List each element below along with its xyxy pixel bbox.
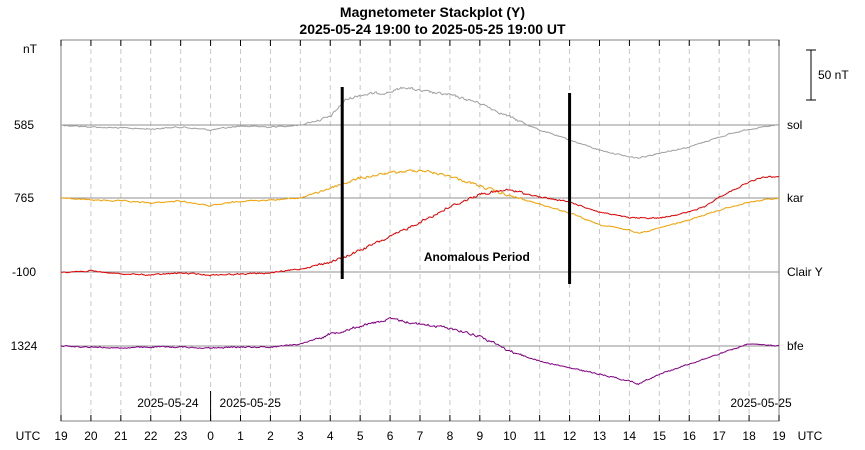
x-tick-label: 1	[237, 429, 244, 443]
x-tick-label: 9	[476, 429, 483, 443]
x-tick-label: 6	[387, 429, 394, 443]
x-tick-label: 22	[144, 429, 158, 443]
baseline-value-label: 1324	[11, 339, 38, 353]
series-baselines	[61, 124, 779, 347]
x-tick-label: 0	[207, 429, 214, 443]
series-lines	[60, 86, 780, 386]
chart-subtitle: 2025-05-24 19:00 to 2025-05-25 19:00 UT	[299, 21, 566, 37]
x-tick-label: 23	[174, 429, 188, 443]
date-label: 2025-05-25	[730, 396, 792, 410]
x-tick-label: 21	[114, 429, 128, 443]
series-name-label: Clair Y	[787, 265, 823, 279]
baseline-value-label: 585	[14, 118, 34, 132]
series-line-sol	[60, 86, 780, 159]
annotation-label: Anomalous Period	[424, 250, 530, 264]
series-line-kar	[61, 169, 780, 234]
series-line-clair-y	[61, 175, 780, 277]
x-tick-label: 19	[54, 429, 68, 443]
x-tick-label: 18	[742, 429, 756, 443]
baseline-value-label: -100	[12, 265, 36, 279]
series-name-label: kar	[787, 191, 804, 205]
y-unit-label: nT	[23, 42, 38, 56]
x-unit-right: UTC	[798, 429, 823, 443]
x-tick-label: 16	[683, 429, 697, 443]
axis-labels: 19 20 21 22 23 0 1 2 3 4 5 6 7 8 9 10 11 12 13 14 15 16 17 18 19…	[11, 42, 850, 443]
x-tick-label: 7	[417, 429, 424, 443]
date-label: 2025-05-25	[220, 396, 282, 410]
x-tick-label: 14	[623, 429, 637, 443]
series-name-label: sol	[787, 118, 802, 132]
hour-gridlines	[60, 40, 780, 421]
x-tick-label: 8	[447, 429, 454, 443]
scale-bar-label: 50 nT	[818, 68, 849, 82]
x-tick-label: 11	[533, 429, 546, 443]
date-label: 2025-05-24	[137, 396, 199, 410]
event-markers: Anomalous Period	[340, 87, 572, 284]
x-tick-label: 13	[593, 429, 607, 443]
x-unit-left: UTC	[16, 429, 41, 443]
x-tick-label: 15	[653, 429, 667, 443]
x-tick-label: 12	[563, 429, 577, 443]
chart-title: Magnetometer Stackplot (Y)	[339, 4, 526, 20]
x-tick-label: 10	[503, 429, 517, 443]
x-tick-label: 3	[297, 429, 304, 443]
x-tick-label: 19	[772, 429, 786, 443]
x-tick-label: 2	[267, 429, 274, 443]
x-tick-label: 4	[327, 429, 334, 443]
series-name-label: bfe	[787, 339, 804, 353]
x-tick-label: 5	[357, 429, 364, 443]
x-tick-label: 17	[712, 429, 726, 443]
x-tick-label: 20	[84, 429, 98, 443]
baseline-value-label: 765	[14, 191, 34, 205]
series-line-bfe	[60, 316, 780, 386]
